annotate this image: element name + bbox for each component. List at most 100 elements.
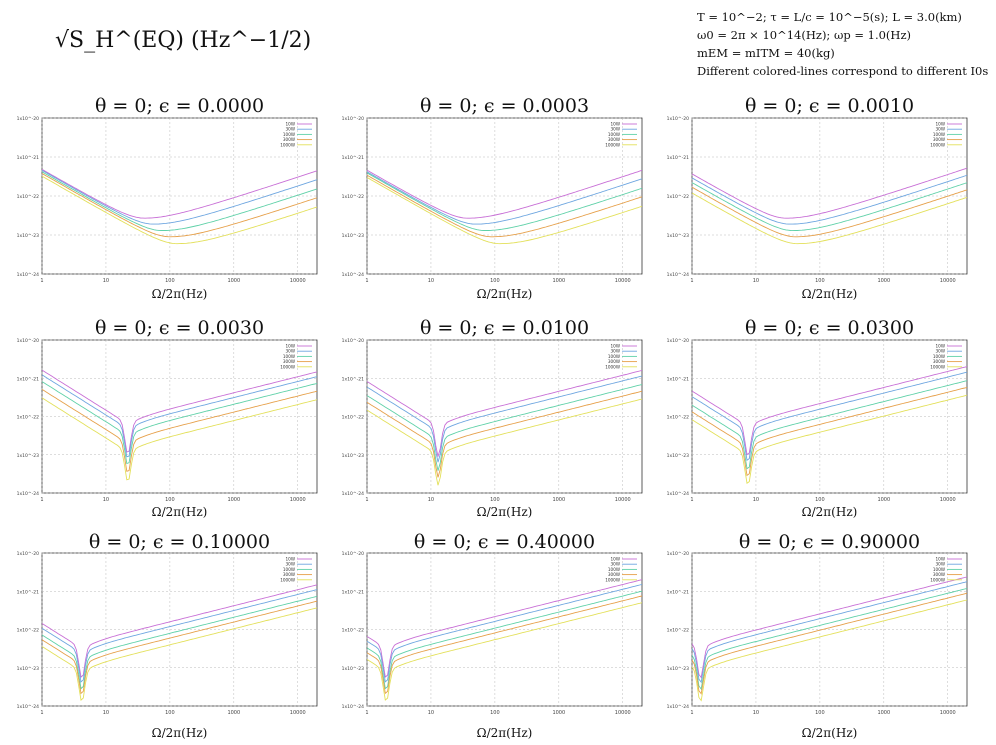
y-tick-label: 1x10^-23 bbox=[17, 233, 40, 239]
x-tick-label: 100 bbox=[165, 497, 175, 503]
param-line-2: ω0 = 2π × 10^14(Hz); ωp = 1.0(Hz) bbox=[697, 28, 911, 42]
y-tick-label: 1x10^-20 bbox=[667, 338, 690, 344]
x-tick-label: 1000 bbox=[227, 278, 240, 284]
series-line-30W bbox=[367, 171, 642, 225]
x-axis-label: Ω/2π(Hz) bbox=[477, 287, 533, 301]
x-tick-label: 100 bbox=[165, 710, 175, 716]
x-tick-label: 1000 bbox=[552, 278, 565, 284]
y-tick-label: 1x10^-20 bbox=[17, 551, 40, 557]
y-tick-label: 1x10^-22 bbox=[667, 415, 690, 421]
series-line-300W bbox=[367, 595, 642, 695]
x-axis-label: Ω/2π(Hz) bbox=[477, 726, 533, 740]
chart-title: θ = 0; ϵ = 0.0100 bbox=[420, 317, 589, 339]
series-line-300W bbox=[692, 592, 967, 695]
legend-label: 1000W bbox=[930, 142, 945, 147]
legend-label: 100W bbox=[933, 567, 945, 572]
legend-label: 1000W bbox=[930, 577, 945, 582]
x-tick-label: 1 bbox=[40, 278, 43, 284]
chart-panel-3: θ = 0; ϵ = 0.0010 1 10 100 1000 10000 1x10^-24… bbox=[667, 95, 968, 301]
legend-label: 300W bbox=[608, 137, 620, 142]
series-line-10W bbox=[692, 366, 967, 456]
y-tick-label: 1x10^-24 bbox=[342, 491, 365, 497]
legend-label: 30W bbox=[936, 562, 945, 567]
x-tick-label: 10 bbox=[103, 710, 109, 716]
legend-label: 1000W bbox=[930, 364, 945, 369]
x-tick-label: 100 bbox=[815, 710, 825, 716]
legend-label: 100W bbox=[608, 567, 620, 572]
chart-panel-9: θ = 0; ϵ = 0.90000 1 10 100 1000 10000 1x10^-2… bbox=[667, 531, 968, 740]
series-line-10W bbox=[367, 579, 642, 678]
y-tick-label: 1x10^-22 bbox=[17, 415, 40, 421]
chart-panel-4: θ = 0; ϵ = 0.0030 1 10 100 1000 10000 1x10^-24… bbox=[17, 317, 318, 519]
legend-label: 300W bbox=[283, 137, 295, 142]
series-line-30W bbox=[692, 581, 967, 684]
series-line-10W bbox=[42, 169, 317, 219]
legend-label: 300W bbox=[933, 359, 945, 364]
series-line-10W bbox=[692, 167, 967, 219]
y-tick-label: 1x10^-21 bbox=[17, 589, 40, 595]
chart-panel-7: θ = 0; ϵ = 0.10000 1 10 100 1000 10000 1x10^-2… bbox=[17, 531, 318, 740]
chart-title: θ = 0; ϵ = 0.0030 bbox=[95, 317, 264, 339]
legend-label: 10W bbox=[936, 344, 945, 349]
y-tick-label: 1x10^-24 bbox=[17, 704, 40, 710]
legend-label: 10W bbox=[611, 122, 620, 127]
param-line-3: mEM = mITM = 40(kg) bbox=[697, 46, 835, 60]
legend-label: 30W bbox=[286, 349, 295, 354]
x-tick-label: 1000 bbox=[877, 497, 890, 503]
legend-label: 1000W bbox=[605, 142, 620, 147]
series-line-300W bbox=[692, 386, 967, 477]
series-line-30W bbox=[367, 375, 642, 463]
y-tick-label: 1x10^-24 bbox=[667, 704, 690, 710]
y-tick-label: 1x10^-23 bbox=[342, 666, 365, 672]
legend-label: 10W bbox=[286, 557, 295, 562]
legend-label: 1000W bbox=[280, 142, 295, 147]
series-line-1000W bbox=[42, 175, 317, 245]
series-line-30W bbox=[692, 371, 967, 461]
y-tick-label: 1x10^-23 bbox=[342, 233, 365, 239]
y-tick-label: 1x10^-23 bbox=[342, 453, 365, 459]
y-tick-label: 1x10^-24 bbox=[667, 272, 690, 278]
x-tick-label: 1 bbox=[40, 710, 43, 716]
y-tick-label: 1x10^-24 bbox=[17, 491, 40, 497]
y-tick-label: 1x10^-22 bbox=[342, 415, 365, 421]
series-line-100W bbox=[367, 590, 642, 690]
legend-label: 10W bbox=[611, 557, 620, 562]
y-tick-label: 1x10^-22 bbox=[667, 194, 690, 200]
param-line-1: T = 10^−2; τ = L/c = 10^−5(s); L = 3.0(k… bbox=[697, 10, 962, 24]
x-tick-label: 100 bbox=[490, 710, 500, 716]
x-axis-label: Ω/2π(Hz) bbox=[477, 505, 533, 519]
x-tick-label: 1000 bbox=[227, 710, 240, 716]
x-tick-label: 1000 bbox=[552, 710, 565, 716]
x-tick-label: 1 bbox=[365, 497, 368, 503]
y-tick-label: 1x10^-23 bbox=[667, 453, 690, 459]
series-line-100W bbox=[42, 381, 317, 465]
legend-label: 100W bbox=[283, 132, 295, 137]
chart-panel-5: θ = 0; ϵ = 0.0100 1 10 100 1000 10000 1x10^-24… bbox=[342, 317, 643, 519]
y-tick-label: 1x10^-24 bbox=[342, 272, 365, 278]
chart-title: θ = 0; ϵ = 0.40000 bbox=[414, 531, 595, 553]
y-tick-label: 1x10^-20 bbox=[667, 551, 690, 557]
y-tick-label: 1x10^-21 bbox=[667, 376, 690, 382]
legend-label: 10W bbox=[936, 557, 945, 562]
x-tick-label: 1 bbox=[690, 710, 693, 716]
x-tick-label: 10 bbox=[103, 278, 109, 284]
y-tick-label: 1x10^-21 bbox=[342, 589, 365, 595]
x-tick-label: 10000 bbox=[290, 710, 306, 716]
legend-label: 30W bbox=[611, 127, 620, 132]
x-axis-label: Ω/2π(Hz) bbox=[152, 726, 208, 740]
legend-label: 30W bbox=[286, 127, 295, 132]
legend-label: 30W bbox=[936, 349, 945, 354]
series-line-30W bbox=[42, 589, 317, 683]
x-tick-label: 1 bbox=[690, 497, 693, 503]
x-tick-label: 100 bbox=[490, 278, 500, 284]
legend-label: 100W bbox=[933, 354, 945, 359]
series-line-100W bbox=[692, 182, 967, 232]
chart-title: θ = 0; ϵ = 0.0003 bbox=[420, 95, 589, 117]
legend-label: 300W bbox=[283, 572, 295, 577]
legend-label: 30W bbox=[286, 562, 295, 567]
x-tick-label: 10000 bbox=[290, 497, 306, 503]
x-tick-label: 1 bbox=[365, 278, 368, 284]
series-line-10W bbox=[367, 369, 642, 457]
x-tick-label: 1 bbox=[365, 710, 368, 716]
series-line-1000W bbox=[692, 599, 967, 702]
